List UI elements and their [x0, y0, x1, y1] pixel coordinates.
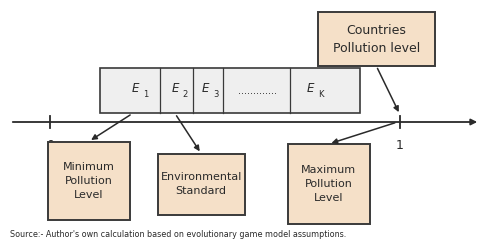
Bar: [100, 68, 360, 113]
Bar: [48, 142, 130, 220]
Text: 1: 1: [143, 90, 148, 99]
Text: 0: 0: [46, 139, 54, 152]
Text: .............: .............: [238, 86, 277, 96]
Text: K: K: [318, 90, 323, 99]
Text: E: E: [132, 82, 138, 95]
Text: Source:- Author's own calculation based on evolutionary game model assumptions.: Source:- Author's own calculation based …: [10, 230, 346, 239]
Text: E: E: [202, 82, 208, 95]
Text: Countries
Pollution level: Countries Pollution level: [332, 23, 420, 55]
Text: Maximum
Pollution
Level: Maximum Pollution Level: [301, 165, 356, 203]
Bar: [158, 154, 245, 215]
Text: E: E: [306, 82, 314, 95]
Text: E: E: [172, 82, 178, 95]
Bar: [318, 12, 435, 66]
Text: 2: 2: [183, 90, 188, 99]
Text: 3: 3: [213, 90, 218, 99]
Text: Environmental
Standard: Environmental Standard: [160, 172, 242, 196]
Text: Minimum
Pollution
Level: Minimum Pollution Level: [63, 162, 114, 200]
Text: 1: 1: [396, 139, 404, 152]
Bar: [288, 144, 370, 224]
